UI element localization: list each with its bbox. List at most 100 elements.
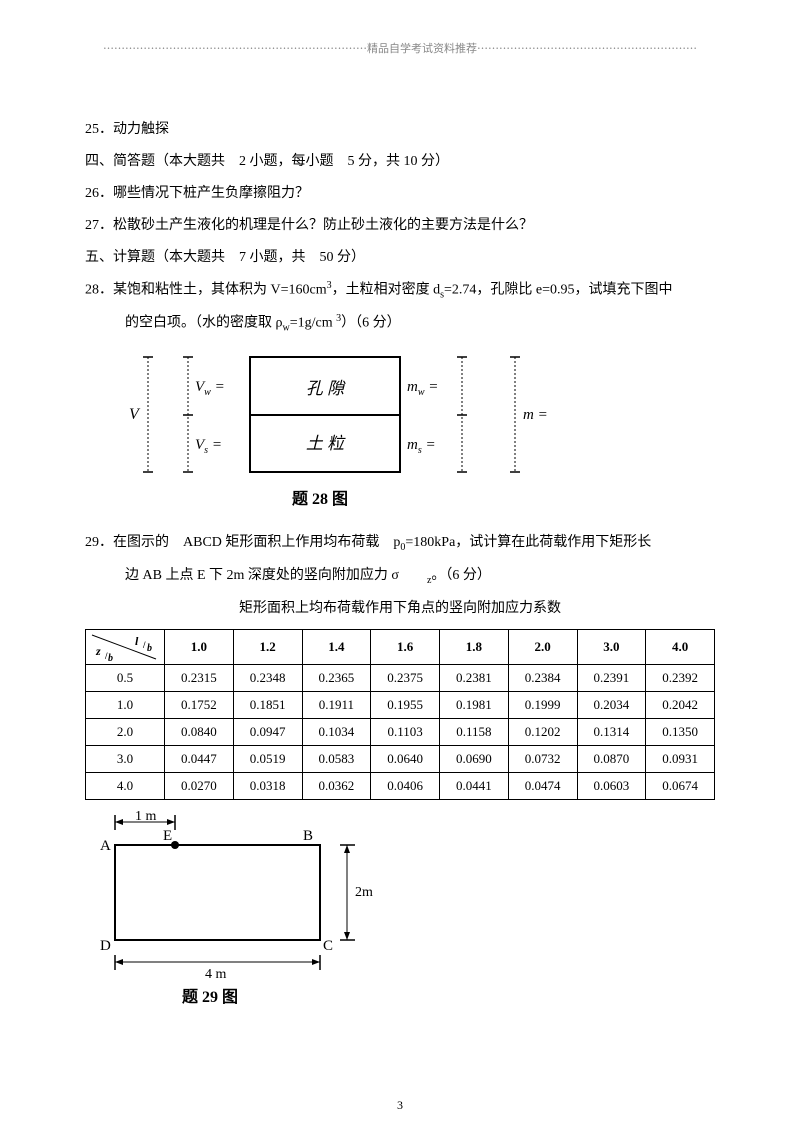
fig28-Vs: Vs = xyxy=(195,437,222,456)
q28-l1-mid2: =2.74，孔隙比 e=0.95，试填充下图中 xyxy=(444,283,673,298)
question-28-line2: 的空白项。（水的密度取 ρw=1g/cm 3）（6 分） xyxy=(125,309,715,338)
table-cell: 0.1981 xyxy=(440,691,509,718)
table-zb-header: z / b l / b xyxy=(86,629,165,664)
table-cell: 0.1314 xyxy=(577,718,646,745)
table-col-7: 4.0 xyxy=(646,629,715,664)
table-cell: 0.2381 xyxy=(440,664,509,691)
table-cell: 0.1103 xyxy=(371,718,440,745)
table-cell: 0.0603 xyxy=(577,772,646,799)
table-cell: 0.1034 xyxy=(302,718,371,745)
figure-28-svg: 孔 隙 土 粒 Vw = Vs = V mw = ms = xyxy=(85,349,555,514)
fig29-E: E xyxy=(163,828,172,844)
q29-l1-pre: 29．在图示的 ABCD 矩形面积上作用均布荷载 p xyxy=(85,535,400,550)
row-label: 3.0 xyxy=(86,745,165,772)
fig29-dim-bottom: 4 m xyxy=(205,967,227,982)
table-cell: 0.2375 xyxy=(371,664,440,691)
table-cell: 0.0931 xyxy=(646,745,715,772)
table-col-1: 1.2 xyxy=(233,629,302,664)
q28-l1-pre: 28．某饱和粘性土，其体积为 V=160cm xyxy=(85,283,327,298)
table-cell: 0.1999 xyxy=(508,691,577,718)
section-5-heading: 五、计算题（本大题共 7 小题，共 50 分） xyxy=(85,244,715,272)
table-cell: 0.2348 xyxy=(233,664,302,691)
table-cell: 0.1911 xyxy=(302,691,371,718)
table-cell: 0.0447 xyxy=(165,745,234,772)
fig29-rect xyxy=(115,845,320,940)
fig29-dim-right: 2m xyxy=(355,885,373,900)
table-cell: 0.0406 xyxy=(371,772,440,799)
table-cell: 0.2391 xyxy=(577,664,646,691)
q28-l1-mid: ，土粒相对密度 d xyxy=(332,283,441,298)
header-dots-left: ⋯⋯⋯⋯⋯⋯⋯⋯⋯⋯⋯⋯⋯⋯⋯⋯⋯⋯⋯⋯⋯⋯⋯⋯ xyxy=(103,43,367,55)
q28-l2-end: ）（6 分） xyxy=(341,316,401,331)
table-col-5: 2.0 xyxy=(508,629,577,664)
fig28-Vw: Vw = xyxy=(195,379,225,398)
section-4-heading: 四、简答题（本大题共 2 小题，每小题 5 分，共 10 分） xyxy=(85,148,715,176)
table-cell: 0.2315 xyxy=(165,664,234,691)
fig29-D: D xyxy=(100,938,111,954)
table-cell: 0.0441 xyxy=(440,772,509,799)
fig29-caption: 题 29 图 xyxy=(182,988,238,1006)
table-col-6: 3.0 xyxy=(577,629,646,664)
table-cell: 0.0318 xyxy=(233,772,302,799)
coefficient-table: z / b l / b 1.0 1.2 1.4 1.6 1.8 2.0 3.0 … xyxy=(85,629,715,800)
fig28-caption: 题 28 图 xyxy=(292,490,348,508)
figure-29: 1 m A E B C D 2m 4 m 题 29 图 xyxy=(85,810,715,1015)
table-col-2: 1.4 xyxy=(302,629,371,664)
q29-l2-pre: 边 AB 上点 E 下 2m 深度处的竖向附加应力 σ xyxy=(125,568,399,583)
question-28-line1: 28．某饱和粘性土，其体积为 V=160cm3，土粒相对密度 ds=2.74，孔… xyxy=(85,276,715,305)
table-cell: 0.1955 xyxy=(371,691,440,718)
table-cell: 0.0870 xyxy=(577,745,646,772)
question-29-line3: 矩形面积上均布荷载作用下角点的竖向附加应力系数 xyxy=(85,595,715,623)
question-27: 27．松散砂土产生液化的机理是什么？防止砂土液化的主要方法是什么？ xyxy=(85,212,715,240)
table-cell: 0.0270 xyxy=(165,772,234,799)
table-cell: 0.0674 xyxy=(646,772,715,799)
table-col-0: 1.0 xyxy=(165,629,234,664)
header-text: 精品自学考试资料推荐 xyxy=(367,43,477,55)
header-dots-right: ⋯⋯⋯⋯⋯⋯⋯⋯⋯⋯⋯⋯⋯⋯⋯⋯⋯⋯⋯⋯ xyxy=(477,43,697,55)
svg-text:l: l xyxy=(135,634,139,648)
q29-sigma-blank xyxy=(399,568,427,583)
table-cell: 0.0947 xyxy=(233,718,302,745)
table-cell: 0.0474 xyxy=(508,772,577,799)
figure-29-svg: 1 m A E B C D 2m 4 m 题 29 图 xyxy=(85,810,395,1010)
table-col-3: 1.6 xyxy=(371,629,440,664)
figure-28: 孔 隙 土 粒 Vw = Vs = V mw = ms = xyxy=(85,349,715,519)
fig29-dim-top: 1 m xyxy=(135,810,157,824)
page-number: 3 xyxy=(0,1098,800,1113)
table-cell: 0.1752 xyxy=(165,691,234,718)
question-25: 25．动力触探 xyxy=(85,116,715,144)
table-header-row: z / b l / b 1.0 1.2 1.4 1.6 1.8 2.0 3.0 … xyxy=(86,629,715,664)
table-cell: 0.0362 xyxy=(302,772,371,799)
q28-l2-pre: 的空白项。（水的密度取 ρ xyxy=(125,316,283,331)
svg-text:b: b xyxy=(147,643,152,654)
table-cell: 0.2034 xyxy=(577,691,646,718)
table-row: 0.50.23150.23480.23650.23750.23810.23840… xyxy=(86,664,715,691)
header-banner: ⋯⋯⋯⋯⋯⋯⋯⋯⋯⋯⋯⋯⋯⋯⋯⋯⋯⋯⋯⋯⋯⋯⋯⋯精品自学考试资料推荐⋯⋯⋯⋯⋯⋯… xyxy=(85,40,715,56)
svg-text:/: / xyxy=(142,640,146,650)
table-row: 1.00.17520.18510.19110.19550.19810.19990… xyxy=(86,691,715,718)
q29-l2-post: 。（6 分） xyxy=(431,568,491,583)
table-row: 4.00.02700.03180.03620.04060.04410.04740… xyxy=(86,772,715,799)
table-col-4: 1.8 xyxy=(440,629,509,664)
question-29-line1: 29．在图示的 ABCD 矩形面积上作用均布荷载 p0=180kPa，试计算在此… xyxy=(85,529,715,558)
table-cell: 0.1350 xyxy=(646,718,715,745)
question-29-line2: 边 AB 上点 E 下 2m 深度处的竖向附加应力 σ z。（6 分） xyxy=(125,562,715,591)
table-cell: 0.0840 xyxy=(165,718,234,745)
q28-sub-w: w xyxy=(283,323,290,334)
table-cell: 0.0640 xyxy=(371,745,440,772)
table-cell: 0.2392 xyxy=(646,664,715,691)
q28-l2-post: =1g/cm xyxy=(290,316,336,331)
fig28-V: V xyxy=(129,406,141,423)
table-cell: 0.2042 xyxy=(646,691,715,718)
fig28-m: m = xyxy=(523,407,548,423)
fig28-ms: ms = xyxy=(407,437,436,456)
fig28-hole-label: 孔 隙 xyxy=(306,379,346,398)
svg-text:b: b xyxy=(108,653,113,661)
table-row: 2.00.08400.09470.10340.11030.11580.12020… xyxy=(86,718,715,745)
question-26: 26．哪些情况下桩产生负摩擦阻力？ xyxy=(85,180,715,208)
svg-text:z: z xyxy=(95,644,101,658)
row-label: 0.5 xyxy=(86,664,165,691)
table-cell: 0.1851 xyxy=(233,691,302,718)
row-label: 1.0 xyxy=(86,691,165,718)
table-cell: 0.1202 xyxy=(508,718,577,745)
